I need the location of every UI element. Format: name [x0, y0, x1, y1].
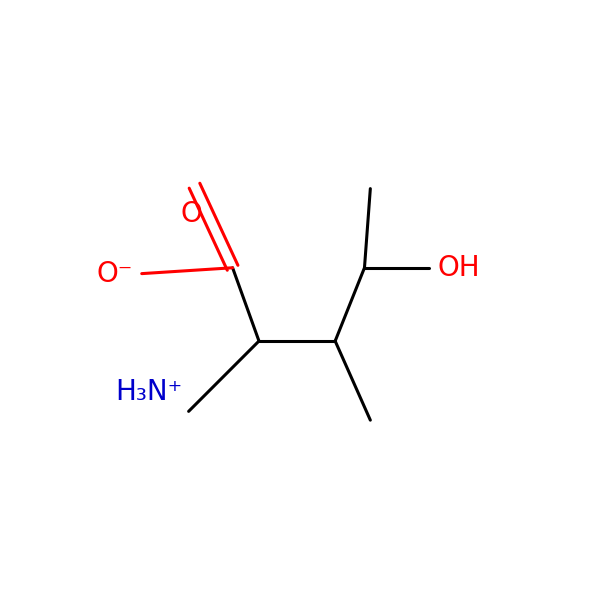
Text: O⁻: O⁻ [97, 260, 133, 287]
Text: O: O [181, 200, 202, 229]
Text: H₃N⁺: H₃N⁺ [116, 377, 183, 406]
Text: OH: OH [438, 254, 481, 282]
